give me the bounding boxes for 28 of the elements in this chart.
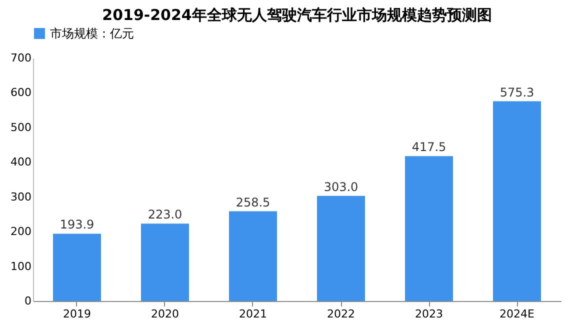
y-tick-label: 400	[10, 156, 32, 169]
bar	[493, 101, 541, 301]
x-tick-label: 2019	[63, 308, 91, 320]
bar	[141, 224, 189, 301]
x-tick-label: 2024E	[500, 308, 535, 320]
text: 223.0	[148, 208, 182, 222]
chart-title: 2019-2024年全球无人驾驶汽车行业市场规模趋势预测图	[102, 6, 492, 24]
legend-label: 市场规模：亿元	[50, 26, 134, 40]
bar	[53, 234, 101, 301]
y-tick-label: 200	[10, 225, 32, 238]
text: 193.9	[60, 218, 94, 232]
y-tick-label: 700	[10, 52, 32, 64]
y-tick-label: 500	[10, 120, 32, 134]
y-tick-label: 300	[10, 190, 32, 204]
bar	[317, 196, 365, 301]
x-tick-label: 2021	[239, 308, 267, 320]
x-tick-label: 2020	[151, 308, 179, 320]
bar	[229, 211, 277, 301]
text: 258.5	[236, 195, 270, 210]
bar	[405, 156, 453, 301]
y-tick-label: 0	[24, 294, 32, 308]
text: 303.0	[324, 180, 358, 194]
x-tick-label: 2023	[415, 308, 443, 320]
text: 417.5	[412, 140, 446, 154]
text: 575.3	[500, 85, 534, 100]
x-tick-label: 2022	[327, 308, 355, 320]
y-tick-label: 100	[10, 260, 32, 273]
y-tick-label: 600	[10, 86, 32, 100]
